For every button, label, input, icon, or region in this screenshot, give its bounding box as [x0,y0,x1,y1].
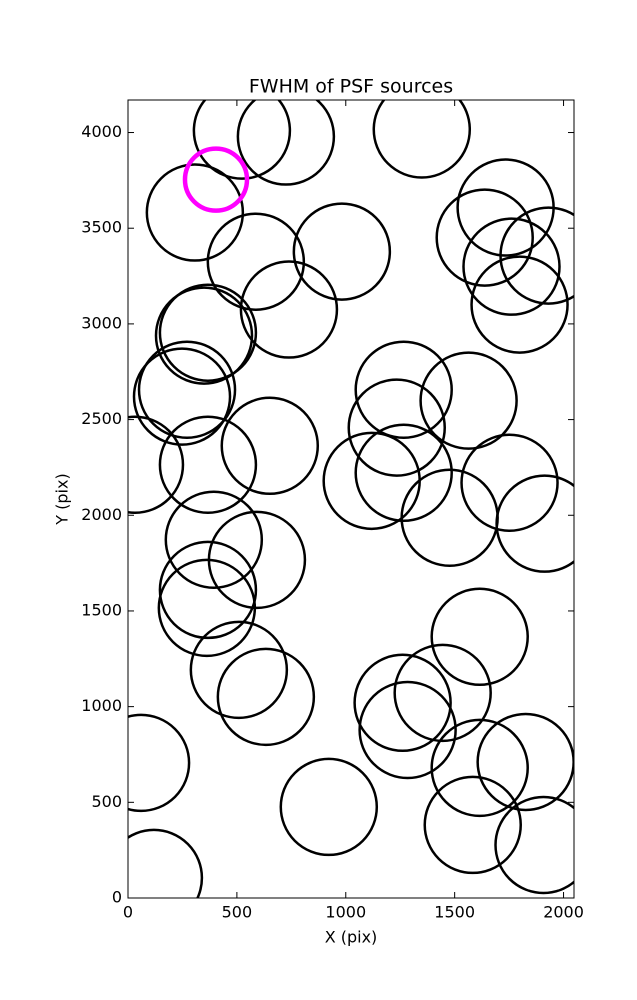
psf-source [354,340,453,439]
psf-source [470,255,569,354]
psf-source [164,490,264,590]
psf-source [495,474,574,573]
psf-source [423,775,522,875]
y-tick-label: 2500 [81,409,122,428]
x-tick-label: 1500 [434,903,475,922]
y-tick-label: 1500 [81,600,122,619]
y-tick-label: 2000 [81,505,122,524]
psf-source [128,713,191,813]
psf-source [236,100,336,186]
psf-source [128,828,204,898]
psf-source [372,100,472,179]
psf-source [206,212,306,311]
psf-source [279,757,379,857]
psf-source [292,202,392,301]
psf-source [462,217,561,316]
psf-source [494,795,574,895]
x-tick-label: 1000 [325,903,366,922]
y-tick-label: 500 [91,792,122,811]
psf-source [220,396,320,496]
y-axis-label: Y (pix) [53,473,72,525]
psf-source [430,718,529,818]
psf-source [499,206,574,305]
psf-source [358,680,457,780]
psf-source [239,260,339,359]
y-tick-label: 4000 [81,122,122,141]
chart-title: FWHM of PSF sources [249,76,453,98]
psf-source [128,415,185,514]
axes-frame [127,99,575,899]
psf-source [132,347,232,446]
y-tick-label: 3000 [81,313,122,332]
psf-source [182,146,250,213]
plot-area [128,100,574,898]
psf-source [419,351,518,450]
psf-source [353,653,452,753]
x-axis-label: X (pix) [325,928,378,947]
psf-source [145,163,245,262]
psf-source [393,643,492,743]
psf-source [347,378,446,477]
y-tick-label: 0 [112,888,122,907]
x-tick-label: 2000 [543,903,584,922]
psf-source [137,340,237,439]
psf-source [435,188,534,287]
x-tick-label: 0 [123,903,133,922]
psf-source [158,415,258,514]
x-tick-label: 500 [222,903,253,922]
psf-source [460,433,559,532]
y-tick-label: 1000 [81,696,122,715]
psf-source [157,558,257,658]
psf-source [158,283,258,382]
psf-source [430,587,529,687]
y-tick-label: 3500 [81,218,122,237]
psf-source [192,100,292,180]
psf-source [216,647,316,747]
psf-source [158,540,258,640]
psf-source [189,620,289,720]
psf-source [354,423,453,523]
psf-source [154,286,254,385]
